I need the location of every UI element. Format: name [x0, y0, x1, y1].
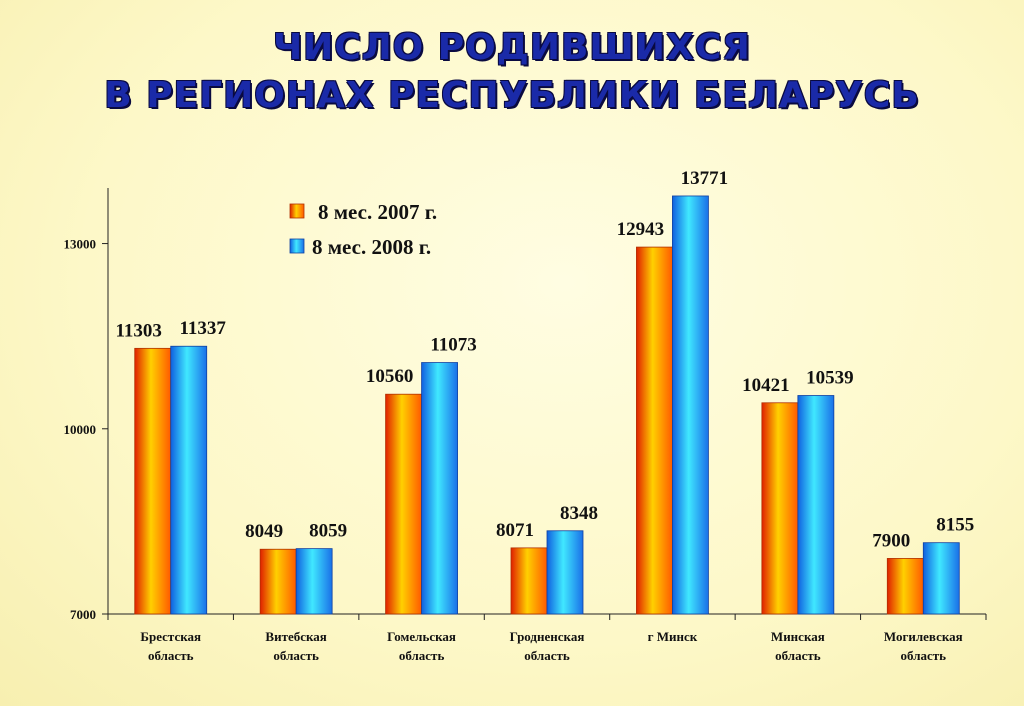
- x-tick-label: Могилевская область: [884, 629, 963, 663]
- data-label-2008: 10539: [806, 368, 854, 389]
- bar-2008: [797, 395, 835, 615]
- x-tick-label-line: Гродненская: [510, 629, 585, 644]
- x-tick-label-line: область: [148, 648, 194, 663]
- bar-2007: [761, 402, 799, 615]
- data-label-2008: 8348: [560, 503, 598, 524]
- x-tick-label-line: область: [399, 648, 445, 663]
- y-tick-label: 7000: [70, 607, 96, 622]
- legend-label-2007: 8 мес. 2007 г.: [318, 200, 437, 224]
- legend-swatch-2007: [289, 203, 305, 219]
- bar-2007: [636, 246, 673, 615]
- x-tick-label-line: Могилевская: [884, 629, 963, 644]
- bar-2007: [385, 393, 422, 615]
- chart-title-line1: ЧИСЛО РОДИВШИХСЯ: [273, 27, 751, 68]
- x-tick-label: Минская область: [771, 629, 825, 663]
- bar-2008: [922, 542, 960, 615]
- x-tick-label-line: область: [524, 648, 570, 663]
- x-tick-label: Гродненская область: [510, 629, 585, 663]
- bar-2007: [259, 548, 297, 615]
- bar-2007: [134, 347, 172, 615]
- data-label-2008: 8155: [936, 515, 974, 536]
- bar-2007: [510, 547, 548, 615]
- chart-title-line2: В РЕГИОНАХ РЕСПУБЛИКИ БЕЛАРУСЬ: [104, 75, 920, 116]
- chart-legend: 8 мес. 2007 г. 8 мес. 2008 г.: [289, 200, 437, 259]
- y-tick-label: 13000: [64, 237, 97, 252]
- data-label-2008: 11073: [430, 335, 476, 356]
- x-tick-label: Витебская область: [265, 629, 326, 663]
- x-tick-label-line: область: [273, 648, 319, 663]
- bar-2008: [672, 195, 709, 615]
- bar-2007: [886, 558, 924, 615]
- x-tick-label-line: Брестская: [140, 629, 201, 644]
- x-tick-label-line: область: [775, 648, 821, 663]
- data-label-2007: 12943: [617, 219, 665, 240]
- x-tick-label-line: Гомельская: [387, 629, 456, 644]
- bar-2008: [170, 345, 208, 615]
- y-tick-label: 10000: [64, 422, 97, 437]
- x-tick-label-line: область: [901, 648, 947, 663]
- data-label-2007: 11303: [115, 320, 161, 341]
- bar-2008: [421, 362, 458, 615]
- chart-axes: 7000 10000 13000 Брестская область Витебская о…: [64, 188, 987, 663]
- x-tick-label-line: Витебская: [265, 629, 326, 644]
- data-label-2008: 13771: [681, 168, 729, 189]
- bar-2008: [546, 530, 584, 615]
- x-tick-label: Брестская область: [140, 629, 201, 663]
- data-label-2007: 10421: [742, 375, 790, 396]
- data-label-2008: 8059: [309, 521, 347, 542]
- chart-bars: [134, 195, 960, 615]
- data-label-2007: 8049: [245, 521, 283, 542]
- x-tick-label-line: г Минск: [648, 629, 698, 644]
- data-label-2008: 11337: [179, 318, 226, 339]
- chart-data-labels: 11303 11337 8049 8059 10560 11073 8071 8348 1294…: [115, 168, 974, 551]
- x-tick-label: Гомельская область: [387, 629, 456, 663]
- x-tick-label: г Минск: [648, 629, 698, 644]
- data-label-2007: 10560: [366, 366, 414, 387]
- x-tick-label-line: Минская: [771, 629, 825, 644]
- data-label-2007: 7900: [872, 530, 910, 551]
- legend-label-2008: 8 мес. 2008 г.: [312, 235, 431, 259]
- data-label-2007: 8071: [496, 520, 534, 541]
- legend-swatch-2008: [289, 238, 305, 254]
- bar-2008: [295, 548, 333, 615]
